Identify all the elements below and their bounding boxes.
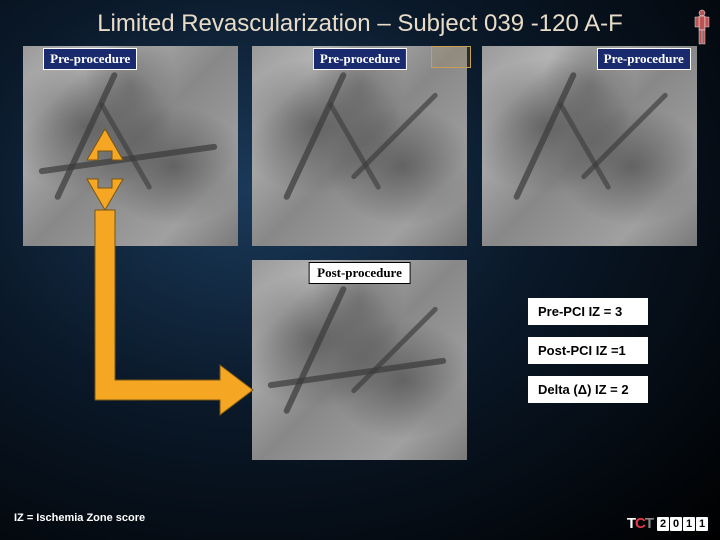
footnote-text: IZ = Ischemia Zone score <box>14 512 145 524</box>
pre-pci-value: Pre-PCI IZ = 3 <box>528 298 648 325</box>
tct-logo: TCT <box>627 515 653 532</box>
year-digit: 0 <box>670 517 682 531</box>
angiogram-image <box>252 46 467 246</box>
angio-panel-3: Pre-procedure <box>482 46 697 246</box>
logo-area: TCT 2 0 1 1 <box>627 515 708 532</box>
anatomy-figure-icon <box>692 8 712 48</box>
pre-procedure-label: Pre-procedure <box>313 48 407 70</box>
slide-title: Limited Revascularization – Subject 039 … <box>0 0 720 38</box>
angio-panel-post: Post-procedure <box>252 260 467 460</box>
year-badge: 2 0 1 1 <box>656 517 708 531</box>
info-box-group: Pre-PCI IZ = 3 Post-PCI IZ =1 Delta (Δ) … <box>528 298 648 403</box>
post-pci-value: Post-PCI IZ =1 <box>528 337 648 364</box>
angio-panel-2: Pre-procedure <box>252 46 467 246</box>
pre-procedure-label: Pre-procedure <box>597 48 691 70</box>
year-digit: 1 <box>696 517 708 531</box>
pointer-arrow-icon <box>25 115 255 465</box>
angiogram-image <box>252 260 467 460</box>
post-procedure-label: Post-procedure <box>308 262 411 284</box>
highlight-box <box>431 46 471 68</box>
pre-procedure-label: Pre-procedure <box>43 48 137 70</box>
year-digit: 2 <box>657 517 669 531</box>
delta-value: Delta (Δ) IZ = 2 <box>528 376 648 403</box>
angiogram-image <box>482 46 697 246</box>
year-digit: 1 <box>683 517 695 531</box>
